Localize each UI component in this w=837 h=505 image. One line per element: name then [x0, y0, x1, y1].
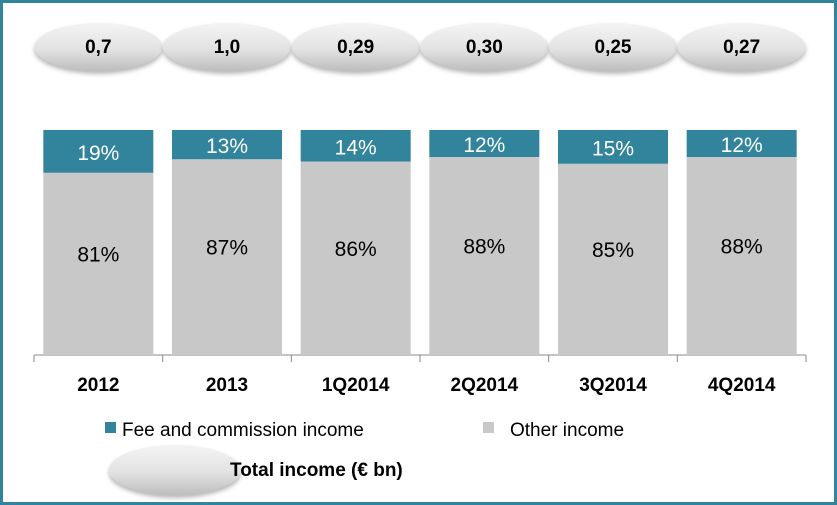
legend-ellipse: [109, 445, 241, 495]
total-ellipse: [549, 23, 677, 71]
x-tick-label: 2013: [206, 375, 248, 396]
bar-value-label: 14%: [335, 136, 377, 159]
total-ellipse: [420, 23, 549, 71]
bar-value-label: 15%: [592, 137, 634, 160]
x-tick-label: 2012: [77, 375, 119, 396]
bar-value-label: 85%: [592, 239, 634, 262]
bar-value-label: 86%: [335, 238, 377, 261]
bar-value-label: 13%: [206, 135, 248, 158]
bar-value-label: 81%: [77, 243, 119, 266]
bar-segment: [429, 157, 540, 355]
totals-legend: Total income (€ bn): [230, 460, 403, 481]
bar-value-label: 88%: [463, 236, 505, 259]
total-label: 0,30: [466, 37, 503, 58]
bar-segment: [300, 161, 411, 355]
total-label: 0,27: [723, 37, 760, 58]
legend-swatch: [483, 422, 494, 433]
bar-value-label: 19%: [77, 142, 119, 165]
legend-swatch: [105, 422, 116, 433]
x-tick-label: 2Q2014: [451, 375, 519, 396]
x-tick-label: 3Q2014: [579, 375, 647, 396]
bar-segment: [558, 130, 668, 164]
legend-label: Other income: [510, 420, 624, 441]
x-tick-label: 4Q2014: [708, 375, 776, 396]
bar-segment: [172, 130, 282, 160]
total-label: 0,25: [595, 37, 632, 58]
bar-value-label: 12%: [721, 134, 763, 157]
bar-segment: [300, 130, 411, 162]
bar-value-label: 88%: [721, 236, 763, 259]
total-ellipse: [677, 23, 806, 71]
bar-segment: [172, 159, 282, 355]
bar-segment: [429, 130, 540, 157]
total-ellipse: [163, 23, 291, 71]
bar-segment: [43, 130, 154, 173]
total-ellipse: [34, 23, 163, 71]
bar-segment: [558, 163, 668, 355]
bar-value-label: 12%: [463, 134, 505, 157]
bar-segment: [686, 130, 797, 157]
bar-segment: [686, 157, 797, 355]
total-label: 0,7: [85, 37, 111, 58]
x-tick-label: 1Q2014: [322, 375, 390, 396]
total-ellipse: [291, 23, 420, 71]
legend-label: Fee and commission income: [122, 420, 364, 441]
bar-segment: [43, 172, 154, 355]
total-label: 0,29: [337, 37, 374, 58]
total-label: 1,0: [214, 37, 240, 58]
bar-value-label: 87%: [206, 237, 248, 260]
